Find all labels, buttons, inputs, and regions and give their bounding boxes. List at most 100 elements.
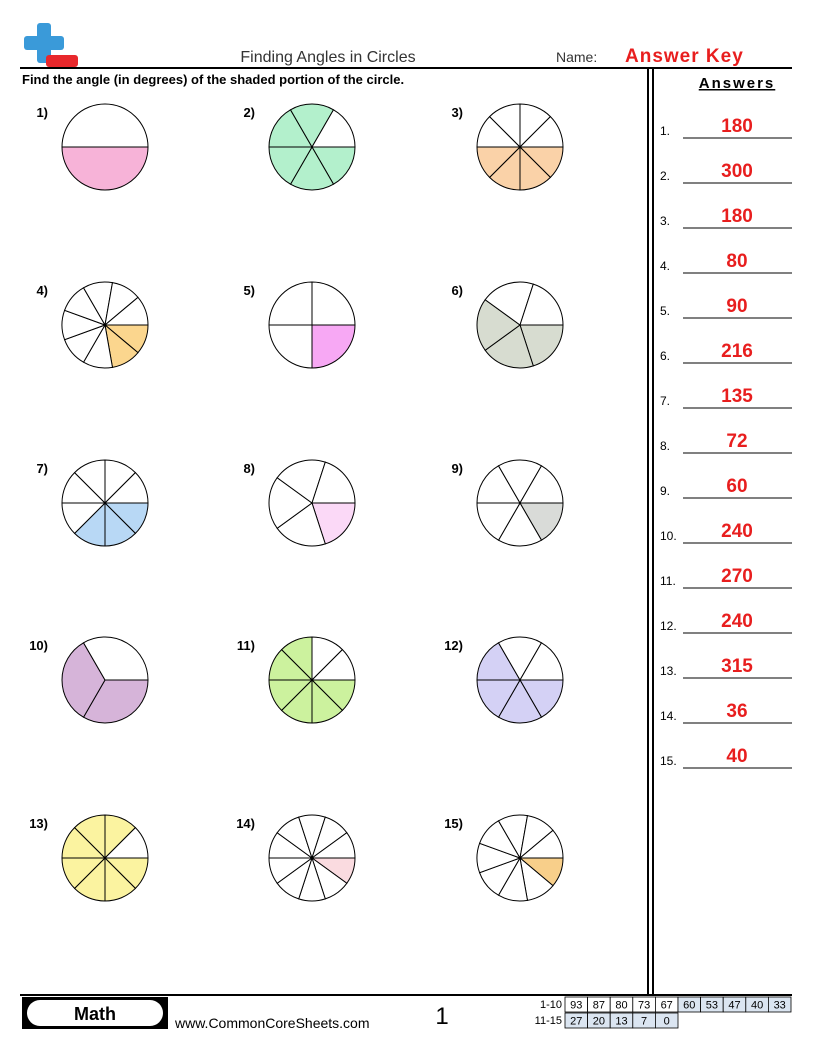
problem-number: 7)	[36, 461, 48, 476]
pie-slice	[518, 115, 564, 148]
problem-number: 14)	[236, 816, 255, 831]
pie-slice	[311, 146, 356, 185]
website: www.CommonCoreSheets.com	[174, 1015, 370, 1031]
answer-number: 14.	[660, 709, 677, 723]
answer: 240	[721, 521, 753, 542]
pie-slice	[268, 324, 313, 369]
pie-slice	[518, 829, 564, 859]
pie-slice	[311, 502, 356, 545]
score: 80	[615, 1000, 627, 1012]
pie-slice	[289, 146, 335, 191]
answers-title: Answers	[699, 75, 776, 92]
answer-number: 3.	[660, 214, 670, 228]
answer: 240	[721, 611, 753, 632]
score: 47	[728, 1000, 740, 1012]
pie-slice	[103, 826, 149, 859]
pie-slice	[497, 502, 543, 547]
pie-slice	[311, 281, 356, 326]
answer-number: 13.	[660, 664, 677, 678]
answer-number: 12.	[660, 619, 677, 633]
score: 60	[683, 1000, 695, 1012]
math-pill	[27, 1000, 163, 1026]
problem-number: 3)	[451, 105, 463, 120]
problem-number: 2)	[243, 105, 255, 120]
answer: 72	[726, 431, 747, 452]
score-cell	[655, 1012, 679, 1029]
pie-slice	[484, 281, 534, 326]
subject: Math	[74, 1004, 116, 1024]
name-value: Answer Key	[625, 46, 744, 67]
score: 40	[751, 1000, 763, 1012]
pie-slice	[310, 832, 356, 859]
pie-slice	[268, 477, 313, 529]
problem-number: 13)	[29, 816, 48, 831]
answer-number: 10.	[660, 529, 677, 543]
score-cell	[768, 996, 792, 1013]
score: 0	[664, 1016, 670, 1028]
pie-slice	[497, 679, 543, 724]
answer: 135	[721, 386, 753, 407]
pie-slice	[519, 679, 564, 718]
score: 33	[774, 1000, 786, 1012]
answer-number: 5.	[660, 304, 670, 318]
pie-slice	[311, 109, 356, 148]
answer-number: 15.	[660, 754, 677, 768]
answer-number: 11.	[660, 574, 676, 588]
pie-slice	[519, 324, 564, 367]
pie-slice	[484, 324, 534, 369]
name-label: Name:	[556, 49, 597, 65]
score: 73	[638, 1000, 650, 1012]
pie-slice	[276, 459, 326, 504]
answer-number: 6.	[660, 349, 670, 363]
score: 87	[593, 1000, 605, 1012]
pie-slice	[268, 281, 313, 326]
problem-number: 10)	[29, 638, 48, 653]
score: 53	[706, 1000, 718, 1012]
problem-number: 15)	[444, 816, 463, 831]
pie-slice	[497, 459, 543, 504]
answer-number: 8.	[660, 439, 670, 453]
pie-slice	[519, 465, 564, 504]
pie-slice	[103, 471, 149, 504]
pie-slice	[276, 502, 326, 547]
page-number: 1	[435, 1003, 448, 1030]
answer-number: 4.	[660, 259, 670, 273]
problem-number: 1)	[36, 105, 48, 120]
problem-number: 11)	[237, 638, 255, 653]
answer: 300	[721, 161, 753, 182]
pie-slice	[519, 283, 564, 326]
pie-slice	[476, 465, 521, 504]
score: 93	[570, 1000, 582, 1012]
answer: 315	[721, 656, 753, 677]
answer-number: 7.	[660, 394, 670, 408]
pie-slice	[61, 103, 149, 148]
answer: 216	[721, 341, 753, 362]
pie-slice	[519, 642, 564, 681]
score-range: 1-10	[540, 999, 562, 1011]
answer: 80	[726, 251, 747, 272]
pie-slice	[311, 324, 356, 369]
pie-slice	[310, 648, 356, 681]
score: 20	[593, 1016, 605, 1028]
pie-slice	[476, 679, 521, 718]
content: 1) 2) 3)4) 5) 6)7) 8) 9)10) 11) 12)13) 14) 15)1. 18…	[29, 103, 792, 1029]
score: 7	[641, 1016, 647, 1028]
pie-slice	[268, 109, 313, 148]
answer: 90	[726, 296, 747, 317]
pie-slice	[61, 146, 149, 191]
pie-slice	[519, 502, 564, 541]
score: 13	[615, 1016, 627, 1028]
pie-slice	[497, 636, 543, 681]
pie-slice	[311, 461, 356, 504]
pie-slice	[82, 679, 149, 724]
problem-number: 9)	[451, 461, 463, 476]
problem-number: 5)	[243, 283, 255, 298]
answer: 60	[726, 476, 747, 497]
pie-slice	[82, 636, 149, 681]
answer-number: 2.	[660, 169, 670, 183]
problem-number: 8)	[243, 461, 255, 476]
answer: 180	[721, 206, 753, 227]
pie-slice	[476, 642, 521, 681]
